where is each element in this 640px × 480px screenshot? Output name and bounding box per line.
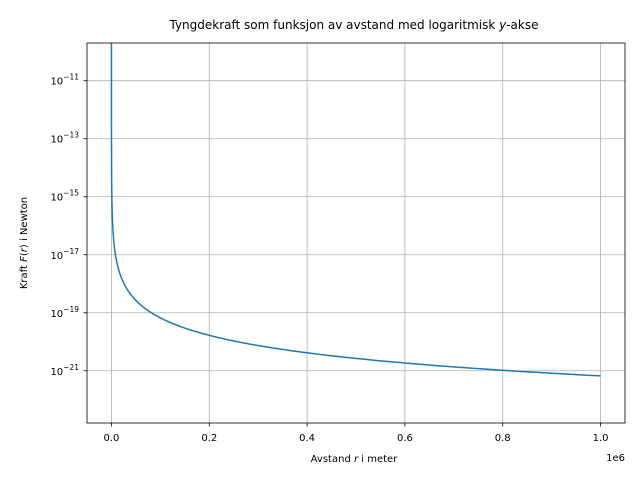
series-line — [110, 42, 601, 377]
y-axis-label: Kraft F(r) i Newton — [19, 197, 30, 289]
x-ticks: 0.0 0.2 0.4 0.6 0.8 1.0 — [104, 423, 609, 444]
y-tick-label: 10−11 — [50, 73, 79, 88]
grid — [87, 43, 625, 423]
chart-title: Tyngdekraft som funksjon av avstand med … — [168, 18, 538, 32]
plot-frame — [86, 42, 626, 424]
y-ticks: 10−11 10−13 10−15 10−17 10−19 10−21 — [50, 73, 87, 378]
x-tick-label: 1.0 — [593, 433, 609, 444]
x-axis-label: Avstand r i meter — [311, 454, 399, 465]
x-tick-label: 0.4 — [299, 433, 315, 444]
x-tick-label: 0.0 — [104, 433, 120, 444]
y-tick-label: 10−17 — [50, 247, 79, 262]
series-layer — [110, 42, 601, 377]
y-tick-label: 10−13 — [50, 131, 79, 146]
y-tick-label: 10−21 — [50, 363, 79, 378]
x-offset-label: 1e6 — [606, 453, 625, 464]
y-tick-label: 10−19 — [50, 305, 79, 320]
x-tick-label: 0.6 — [397, 433, 413, 444]
x-tick-label: 0.2 — [201, 433, 217, 444]
y-tick-label: 10−15 — [50, 189, 79, 204]
x-tick-label: 0.8 — [495, 433, 511, 444]
